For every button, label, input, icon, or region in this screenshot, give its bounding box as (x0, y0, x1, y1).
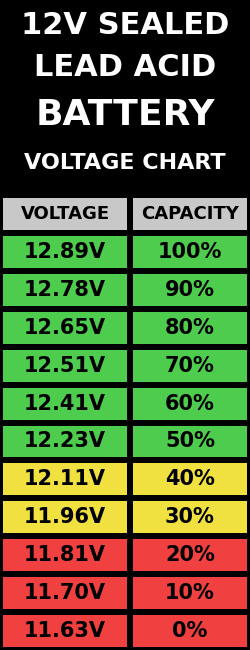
Bar (133, 274, 247, 305)
Bar (3, 312, 127, 344)
Bar (133, 236, 247, 268)
Text: BATTERY: BATTERY (35, 98, 215, 132)
Bar (3, 577, 127, 609)
Text: 12.89V: 12.89V (24, 242, 106, 262)
Bar (133, 198, 247, 230)
Text: 11.96V: 11.96V (24, 507, 106, 527)
Bar (3, 274, 127, 305)
Text: 11.63V: 11.63V (24, 621, 106, 641)
Bar (3, 463, 127, 495)
Bar (133, 312, 247, 344)
Text: 90%: 90% (165, 280, 215, 300)
Text: VOLTAGE CHART: VOLTAGE CHART (24, 153, 226, 173)
Text: CAPACITY: CAPACITY (141, 205, 239, 223)
Text: 20%: 20% (165, 545, 215, 566)
Bar (133, 501, 247, 533)
Text: 60%: 60% (165, 393, 215, 413)
Text: 12.11V: 12.11V (24, 469, 106, 489)
Bar (133, 350, 247, 382)
Bar (3, 540, 127, 571)
Text: 12.65V: 12.65V (24, 318, 106, 338)
Bar (133, 615, 247, 647)
Text: 100%: 100% (158, 242, 222, 262)
Bar (133, 387, 247, 419)
Text: 40%: 40% (165, 469, 215, 489)
Bar (133, 577, 247, 609)
Bar (3, 615, 127, 647)
Text: 12V SEALED: 12V SEALED (21, 10, 229, 40)
Bar (3, 426, 127, 458)
Text: 10%: 10% (165, 583, 215, 603)
Bar (3, 236, 127, 268)
Text: 50%: 50% (165, 432, 215, 452)
Bar (3, 501, 127, 533)
Text: 80%: 80% (165, 318, 215, 338)
Bar (133, 540, 247, 571)
Bar (133, 426, 247, 458)
Text: 70%: 70% (165, 356, 215, 376)
Text: VOLTAGE: VOLTAGE (20, 205, 110, 223)
Text: 12.51V: 12.51V (24, 356, 106, 376)
Text: 11.81V: 11.81V (24, 545, 106, 566)
Text: 12.78V: 12.78V (24, 280, 106, 300)
Bar (133, 463, 247, 495)
Text: 12.41V: 12.41V (24, 393, 106, 413)
Text: 30%: 30% (165, 507, 215, 527)
Bar (3, 350, 127, 382)
Text: 0%: 0% (172, 621, 208, 641)
Text: 11.70V: 11.70V (24, 583, 106, 603)
Text: 12.23V: 12.23V (24, 432, 106, 452)
Text: LEAD ACID: LEAD ACID (34, 53, 216, 81)
Bar (3, 387, 127, 419)
Bar (3, 198, 127, 230)
